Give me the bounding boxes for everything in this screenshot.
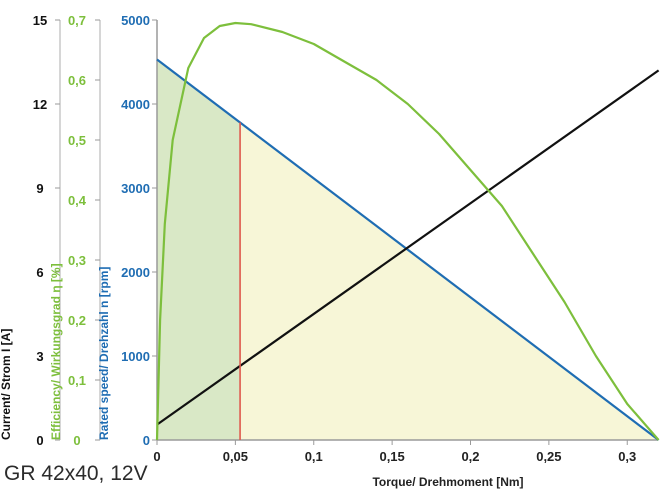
speed-tick-label: 0 [143,433,150,448]
chart-labels: 0 3 6 9 12 15 Current/ Strom I [A] 0 0,1 0,2 0,3 0,… [0,13,636,489]
speed-tick-label: 5000 [121,13,150,28]
torque-tick-label: 0,1 [305,449,323,464]
current-tick-label: 15 [33,13,47,28]
efficiency-tick-label: 0,1 [68,373,86,388]
torque-tick-label: 0,25 [536,449,561,464]
speed-tick-label: 3000 [121,181,150,196]
speed-tick-label: 4000 [121,97,150,112]
current-axis-label: Current/ Strom I [A] [0,329,13,440]
current-tick-label: 6 [36,265,43,280]
current-tick-label: 3 [36,349,43,364]
torque-tick-label: 0,2 [461,449,479,464]
speed-axis-label: Rated speed/ Drehzahl n [rpm] [97,267,111,440]
current-tick-label: 9 [36,181,43,196]
efficiency-tick-label: 0,7 [68,13,86,28]
torque-axis-label: Torque/ Drehmoment [Nm] [372,475,523,489]
motor-model-caption: GR 42x40, 12V [4,462,148,485]
efficiency-tick-label: 0 [73,433,80,448]
torque-tick-label: 0,15 [379,449,404,464]
speed-tick-label: 1000 [121,349,150,364]
speed-tick-label: 2000 [121,265,150,280]
torque-tick-label: 0 [153,449,160,464]
efficiency-tick-label: 0,2 [68,313,86,328]
current-tick-label: 12 [33,97,47,112]
efficiency-tick-label: 0,4 [68,193,87,208]
efficiency-tick-label: 0,3 [68,253,86,268]
current-tick-label: 0 [36,433,43,448]
efficiency-tick-label: 0,6 [68,73,86,88]
torque-tick-label: 0,3 [618,449,636,464]
chart-series [155,21,660,441]
efficiency-axis-label: Efficiency/ Wirkungsgrad η [%] [49,263,63,440]
below-rated-area [157,59,241,440]
torque-tick-label: 0,05 [223,449,248,464]
efficiency-tick-label: 0,5 [68,133,86,148]
efficiency-curve [155,21,660,441]
